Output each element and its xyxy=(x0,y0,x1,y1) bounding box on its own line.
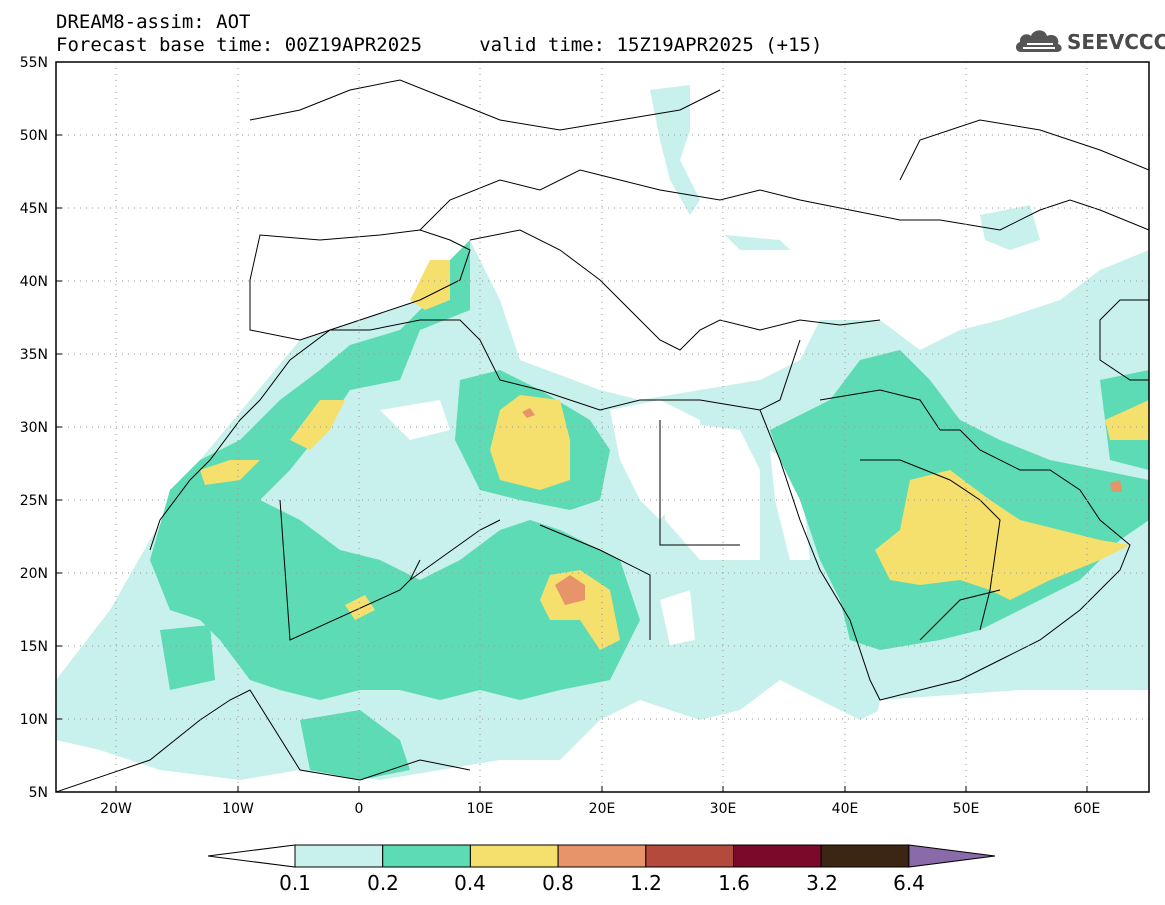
aot-gap-gulfaden xyxy=(860,690,1149,792)
axis-ticks xyxy=(56,134,1088,792)
lat-label-35n: 35N xyxy=(20,347,48,363)
logo-text: SEEVCCC xyxy=(1067,30,1165,54)
lat-label-25n: 25N xyxy=(20,493,48,509)
aot-gap-sahara xyxy=(380,400,450,440)
lat-label-20n: 20N xyxy=(20,566,48,582)
aot-level-0.4-morocco xyxy=(290,400,345,450)
lat-label-50n: 50N xyxy=(20,128,48,144)
lat-label-5n: 5N xyxy=(29,785,48,801)
lat-label-40n: 40N xyxy=(20,274,48,290)
lon-label-50e: 50E xyxy=(953,801,980,817)
aot-level-0.4-mali xyxy=(345,595,375,620)
lat-label-10n: 10N xyxy=(20,712,48,728)
aot-level-0.2-ghana xyxy=(300,710,410,780)
lon-label-30e: 30E xyxy=(710,801,737,817)
aot-level-0.4-algeria xyxy=(490,395,570,490)
graticule xyxy=(56,62,1149,792)
aot-level-0.1-turkey xyxy=(725,235,790,250)
aot-level-0.2-west xyxy=(150,240,640,700)
coastlines xyxy=(56,79,1149,792)
aot-field xyxy=(56,62,1149,792)
lon-label-10w: 10W xyxy=(222,801,254,817)
lon-label-60e: 60E xyxy=(1074,801,1101,817)
aot-level-0.8-chad xyxy=(555,575,585,605)
lat-label-15n: 15N xyxy=(20,639,48,655)
aot-level-0.2-senegal xyxy=(160,625,215,690)
aot-level-0.8-libya xyxy=(522,408,535,418)
forecast-times: Forecast base time: 00Z19APR2025 valid t… xyxy=(56,34,823,56)
aot-level-0.1-caspian xyxy=(980,205,1040,250)
seevccc-logo: SEEVCCC xyxy=(1013,24,1165,58)
aot-level-0.4-arabia xyxy=(875,470,1130,600)
lat-label-55n: 55N xyxy=(20,55,48,71)
aot-gap-atlantic xyxy=(56,590,110,660)
lon-label-10e: 10E xyxy=(467,801,494,817)
lon-label-20w: 20W xyxy=(100,801,132,817)
aot-level-0.4-wsahara xyxy=(200,460,260,485)
lat-label-30n: 30N xyxy=(20,420,48,436)
lon-label-20e: 20E xyxy=(589,801,616,817)
lon-label-0: 0 xyxy=(355,801,364,817)
aot-gap-egypt xyxy=(660,420,760,560)
aot-level-0.4-pakistan xyxy=(1105,400,1149,440)
lon-label-40e: 40E xyxy=(832,801,859,817)
aot-level-0.4-spain xyxy=(410,260,450,310)
lat-label-45n: 45N xyxy=(20,201,48,217)
cloud-icon xyxy=(1015,30,1062,52)
aot-level-0.1-europe xyxy=(650,85,700,215)
aot-gap-sudan xyxy=(660,590,695,645)
map-title: DREAM8-assim: AOT xyxy=(56,11,251,33)
aot-level-0.8-iran xyxy=(1110,480,1122,492)
